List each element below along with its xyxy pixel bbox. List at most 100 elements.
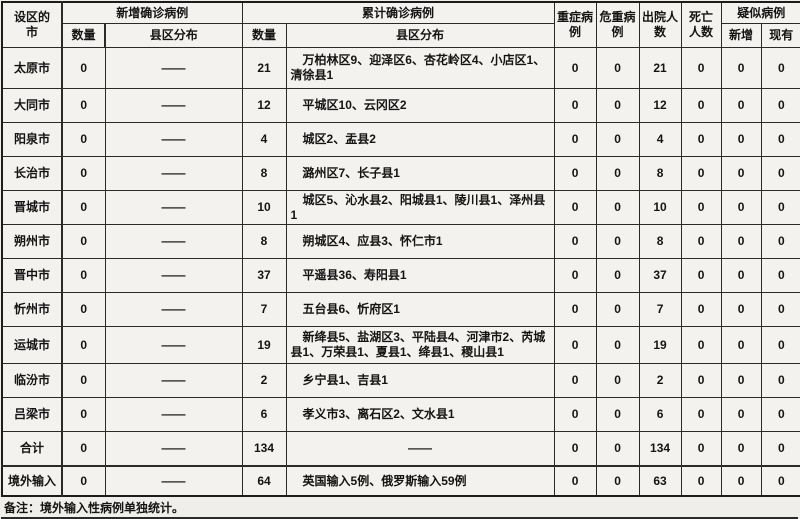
cell-discharged: 6: [638, 397, 682, 432]
cell-cum-district: 潞州区7、长子县1: [285, 156, 555, 191]
cell-city: 境外输入: [1, 465, 63, 497]
cell-critical: 0: [595, 465, 640, 497]
cell-discharged: 21: [638, 47, 682, 89]
cell-suspected-new: 0: [720, 431, 762, 467]
cell-critical: 0: [595, 190, 640, 225]
cell-discharged: 63: [638, 465, 682, 497]
cell-severe: 0: [553, 292, 597, 327]
cell-cum-district: 英国输入5例、俄罗斯输入59例: [285, 465, 555, 497]
table-row: 合计 0 —— 134 —— 0 0 134 0 0 0: [1, 431, 800, 467]
cell-deaths: 0: [680, 156, 722, 191]
cell-new-count: 0: [61, 397, 106, 432]
cell-deaths: 0: [680, 292, 722, 327]
cell-new-district: ——: [104, 122, 243, 157]
cell-suspected-existing: 0: [760, 397, 800, 432]
cell-severe: 0: [553, 224, 597, 259]
cell-discharged: 37: [638, 258, 682, 293]
cell-cum-district: 万柏林区9、迎泽区6、杏花岭区4、小店区1、清徐县1: [285, 47, 555, 89]
cell-deaths: 0: [680, 88, 722, 123]
cell-suspected-existing: 0: [760, 190, 800, 225]
cell-discharged: 8: [638, 224, 682, 259]
cell-cum-district: ——: [285, 431, 555, 467]
cell-cum-count: 64: [241, 465, 287, 497]
cell-deaths: 0: [680, 431, 722, 467]
table-row: 境外输入 0 —— 64 英国输入5例、俄罗斯输入59例 0 0 63 0 0 0: [1, 465, 800, 497]
header-new-count: 数量: [61, 23, 106, 48]
cell-cum-count: 37: [241, 258, 287, 293]
cell-cum-count: 12: [241, 88, 287, 123]
cell-deaths: 0: [680, 258, 722, 293]
cell-cum-count: 4: [241, 122, 287, 157]
cell-suspected-new: 0: [720, 397, 762, 432]
cell-discharged: 134: [638, 431, 682, 467]
cell-suspected-existing: 0: [760, 224, 800, 259]
cell-cum-count: 8: [241, 156, 287, 191]
cell-critical: 0: [595, 397, 640, 432]
header-new-district: 县区分布: [104, 23, 243, 48]
cell-cum-district: 乡宁县1、吉县1: [285, 363, 555, 398]
cell-deaths: 0: [680, 326, 722, 364]
cell-critical: 0: [595, 47, 640, 89]
cell-city: 晋城市: [1, 190, 63, 225]
table-body: 太原市 0 —— 21 万柏林区9、迎泽区6、杏花岭区4、小店区1、清徐县1 0 0 21 0 0…: [1, 47, 800, 497]
cell-city: 运城市: [1, 326, 63, 364]
cell-cum-count: 19: [241, 326, 287, 364]
cell-city: 阳泉市: [1, 122, 63, 157]
cell-new-district: ——: [104, 190, 243, 225]
cell-critical: 0: [595, 224, 640, 259]
cell-city: 吕梁市: [1, 397, 63, 432]
cell-new-district: ——: [104, 397, 243, 432]
cell-suspected-new: 0: [720, 363, 762, 398]
table-row: 临汾市 0 —— 2 乡宁县1、吉县1 0 0 2 0 0 0: [1, 363, 800, 398]
cell-discharged: 4: [638, 122, 682, 157]
table-row: 晋城市 0 —— 10 城区5、沁水县2、阳城县1、陵川县1、泽州县1 0 0 10 0 0 0: [1, 190, 800, 225]
table-row: 晋中市 0 —— 37 平遥县36、寿阳县1 0 0 37 0 0 0: [1, 258, 800, 293]
cell-severe: 0: [553, 431, 597, 467]
cell-new-district: ——: [104, 431, 243, 467]
cell-new-district: ——: [104, 156, 243, 191]
cell-suspected-existing: 0: [760, 326, 800, 364]
cell-severe: 0: [553, 88, 597, 123]
cell-suspected-new: 0: [720, 465, 762, 497]
cell-new-district: ——: [104, 292, 243, 327]
cell-discharged: 19: [638, 326, 682, 364]
cell-new-count: 0: [61, 326, 106, 364]
table-row: 阳泉市 0 —— 4 城区2、盂县2 0 0 4 0 0 0: [1, 122, 800, 157]
cell-new-district: ——: [104, 224, 243, 259]
cell-suspected-existing: 0: [760, 47, 800, 89]
cell-suspected-existing: 0: [760, 363, 800, 398]
cell-suspected-existing: 0: [760, 122, 800, 157]
cell-new-district: ——: [104, 88, 243, 123]
cell-suspected-new: 0: [720, 326, 762, 364]
cell-discharged: 12: [638, 88, 682, 123]
cell-new-count: 0: [61, 465, 106, 497]
cell-new-district: ——: [104, 326, 243, 364]
cell-suspected-new: 0: [720, 224, 762, 259]
header-discharged: 出院人数: [638, 1, 682, 48]
header-critical: 危重病例: [595, 1, 640, 48]
cell-deaths: 0: [680, 47, 722, 89]
cell-cum-count: 6: [241, 397, 287, 432]
table-row: 运城市 0 —— 19 新绛县5、盐湖区3、平陆县4、河津市2、芮城县1、万荣县1、夏县…: [1, 326, 800, 364]
cell-severe: 0: [553, 363, 597, 398]
header-cum-count: 数量: [241, 23, 287, 48]
cell-new-count: 0: [61, 431, 106, 467]
cell-critical: 0: [595, 292, 640, 327]
cell-new-count: 0: [61, 156, 106, 191]
cell-severe: 0: [553, 47, 597, 89]
cell-cum-district: 城区5、沁水县2、阳城县1、陵川县1、泽州县1: [285, 190, 555, 225]
cell-deaths: 0: [680, 224, 722, 259]
cell-city: 长治市: [1, 156, 63, 191]
cell-cum-district: 孝义市3、离石区2、文水县1: [285, 397, 555, 432]
cell-deaths: 0: [680, 190, 722, 225]
header-city: 设区的市: [1, 1, 63, 48]
table-row: 太原市 0 —— 21 万柏林区9、迎泽区6、杏花岭区4、小店区1、清徐县1 0 0 21 0 0…: [1, 47, 800, 89]
cell-suspected-existing: 0: [760, 465, 800, 497]
cell-deaths: 0: [680, 363, 722, 398]
cell-cum-count: 21: [241, 47, 287, 89]
cell-new-count: 0: [61, 363, 106, 398]
cell-critical: 0: [595, 258, 640, 293]
footnote: 备注：境外输入性病例单独统计。: [1, 497, 798, 519]
cell-new-count: 0: [61, 122, 106, 157]
cell-discharged: 10: [638, 190, 682, 225]
